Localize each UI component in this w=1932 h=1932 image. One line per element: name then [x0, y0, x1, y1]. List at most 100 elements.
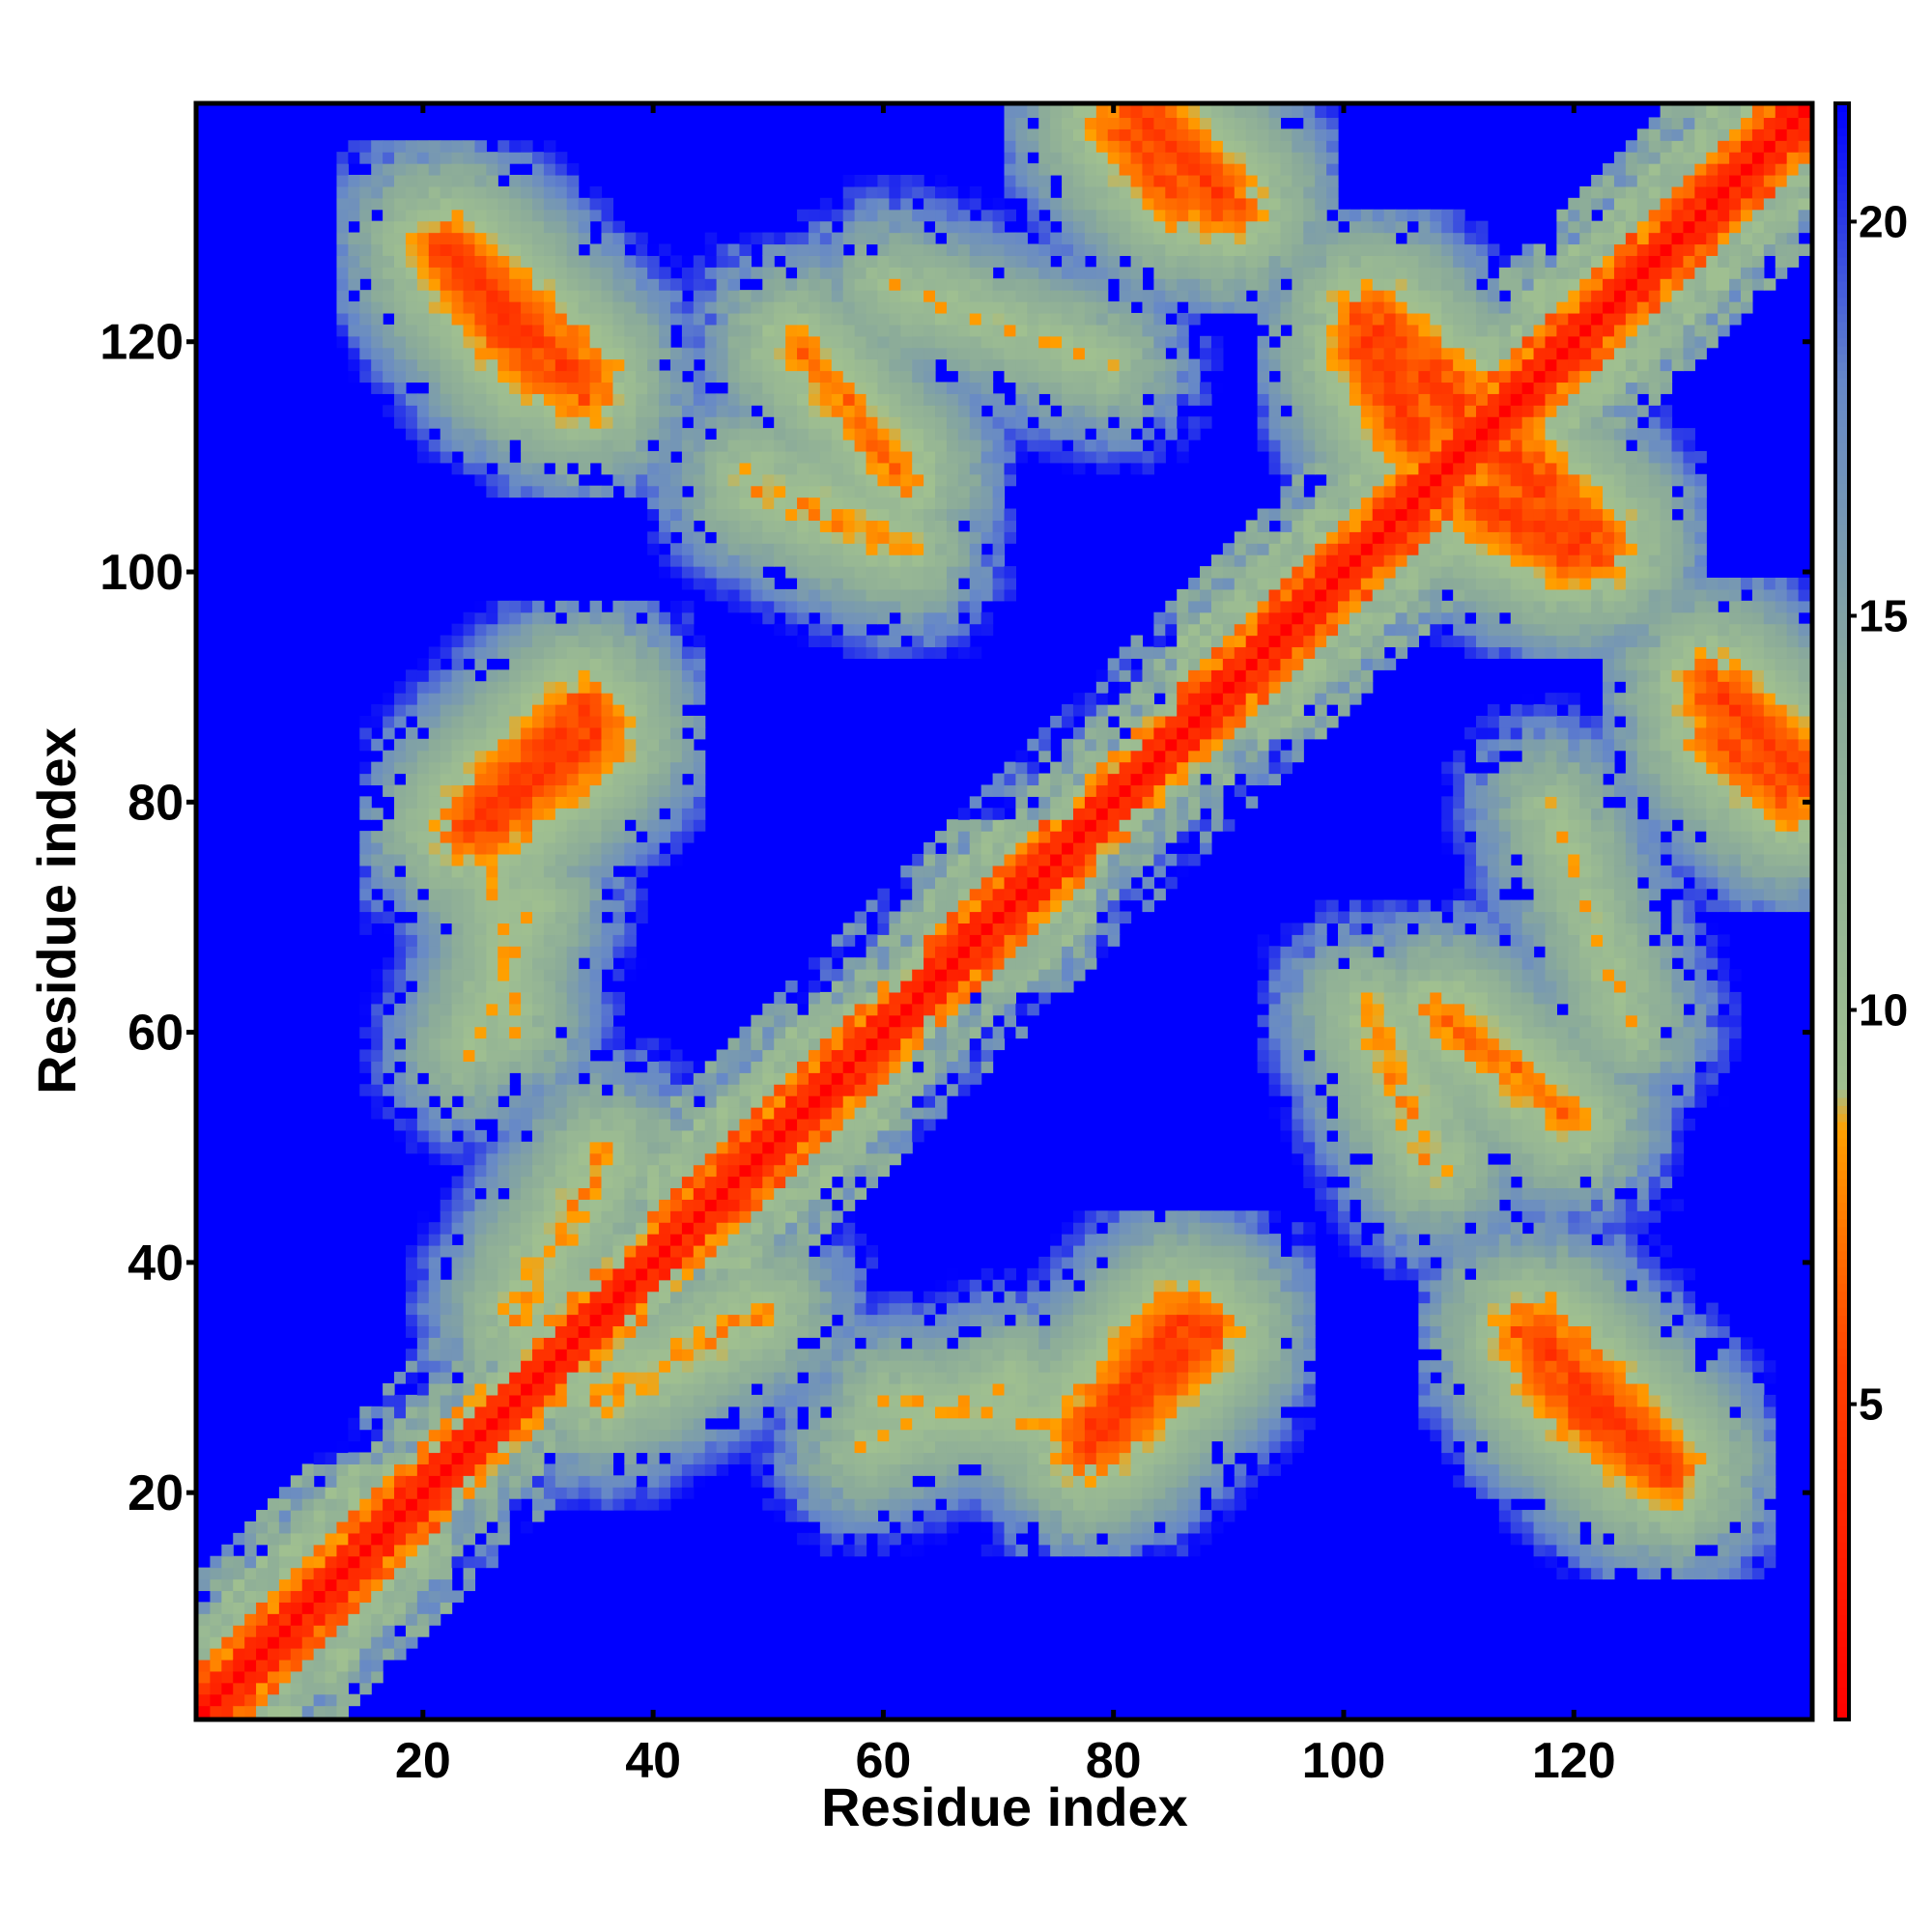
- heatmap-cell: [636, 1107, 648, 1120]
- heatmap-cell: [440, 715, 453, 728]
- heatmap-cell: [486, 428, 498, 440]
- heatmap-cell: [256, 1705, 269, 1719]
- heatmap-cell: [727, 1382, 741, 1396]
- heatmap-cell: [543, 324, 556, 337]
- heatmap-cell: [739, 1037, 752, 1051]
- heatmap-cell: [416, 163, 430, 176]
- heatmap-cell: [842, 1014, 856, 1028]
- heatmap-cell: [819, 393, 833, 406]
- heatmap-cell: [451, 370, 465, 384]
- heatmap-cell: [866, 278, 879, 291]
- heatmap-cell: [669, 681, 683, 694]
- heatmap-cell: [440, 152, 453, 164]
- heatmap-cell: [474, 1026, 487, 1039]
- heatmap-cell: [762, 1152, 775, 1166]
- heatmap-cell: [877, 416, 890, 429]
- heatmap-cell: [900, 646, 913, 659]
- heatmap-cell: [647, 738, 660, 752]
- heatmap-cell: [900, 1487, 913, 1499]
- heatmap-cell: [785, 243, 798, 256]
- heatmap-cell: [416, 1129, 430, 1143]
- heatmap-cell: [543, 761, 556, 775]
- heatmap-cell: [877, 957, 890, 970]
- heatmap-cell: [463, 1325, 476, 1338]
- heatmap-cell: [819, 324, 833, 337]
- heatmap-cell: [233, 1567, 245, 1580]
- heatmap-cell: [383, 773, 395, 786]
- heatmap-cell: [405, 1532, 418, 1546]
- heatmap-cell: [543, 1314, 556, 1327]
- heatmap-cell: [912, 428, 924, 440]
- heatmap-cell: [383, 715, 395, 728]
- heatmap-cell: [521, 738, 533, 752]
- heatmap-cell: [797, 301, 810, 314]
- heatmap-cell: [727, 462, 741, 475]
- heatmap-cell: [383, 1590, 395, 1603]
- heatmap-cell: [532, 301, 545, 314]
- heatmap-cell: [889, 520, 901, 532]
- heatmap-cell: [808, 623, 821, 637]
- heatmap-cell: [578, 278, 591, 291]
- heatmap-cell: [923, 1520, 936, 1534]
- heatmap-cell: [589, 267, 603, 279]
- heatmap-cell: [509, 1014, 522, 1028]
- heatmap-cell: [935, 991, 948, 1005]
- heatmap-cell: [313, 1578, 327, 1592]
- heatmap-cell: [589, 761, 603, 775]
- heatmap-cell: [923, 911, 936, 924]
- heatmap-cell: [612, 600, 625, 613]
- heatmap-cell: [669, 543, 683, 555]
- heatmap-cell: [554, 1095, 568, 1108]
- heatmap-cell: [669, 1187, 683, 1200]
- heatmap-cell: [877, 497, 890, 510]
- heatmap-cell: [785, 1118, 798, 1131]
- heatmap-cell: [566, 185, 580, 199]
- heatmap-cell: [416, 991, 430, 1005]
- heatmap-cell: [957, 635, 971, 648]
- heatmap-cell: [383, 243, 395, 256]
- heatmap-cell: [554, 808, 568, 820]
- heatmap-cell: [336, 290, 349, 302]
- heatmap-cell: [221, 1555, 234, 1569]
- heatmap-cell: [923, 1382, 936, 1396]
- heatmap-cell: [601, 312, 614, 326]
- heatmap-cell: [221, 1682, 234, 1695]
- heatmap-cell: [659, 278, 671, 291]
- heatmap-cell: [554, 796, 568, 809]
- heatmap-cell: [589, 1314, 603, 1327]
- heatmap-cell: [704, 232, 718, 245]
- heatmap-cell: [589, 1360, 603, 1373]
- heatmap-cell: [636, 416, 648, 429]
- heatmap-cell: [589, 450, 603, 464]
- heatmap-cell: [474, 1141, 487, 1154]
- heatmap-cell: [578, 831, 591, 843]
- heatmap-cell: [831, 934, 844, 947]
- heatmap-cell: [451, 1382, 465, 1396]
- heatmap-cell: [923, 1372, 936, 1384]
- heatmap-cell: [486, 738, 498, 752]
- heatmap-cell: [578, 1026, 591, 1039]
- heatmap-cell: [693, 543, 706, 555]
- heatmap-cell: [325, 1705, 338, 1719]
- heatmap-cell: [428, 808, 441, 820]
- heatmap-cell: [383, 1440, 395, 1454]
- heatmap-cell: [636, 1049, 648, 1062]
- heatmap-cell: [509, 934, 522, 947]
- heatmap-cell: [946, 497, 959, 510]
- heatmap-cell: [900, 462, 913, 475]
- heatmap-cell: [440, 1118, 453, 1131]
- heatmap-cell: [497, 646, 510, 659]
- heatmap-cell: [554, 635, 568, 648]
- heatmap-cell: [854, 312, 867, 326]
- heatmap-cell: [774, 1234, 786, 1246]
- heatmap-cell: [474, 946, 487, 958]
- heatmap-cell: [693, 669, 706, 682]
- heatmap-cell: [451, 1118, 465, 1131]
- heatmap-cell: [612, 669, 625, 682]
- heatmap-cell: [509, 842, 522, 855]
- heatmap-cell: [566, 658, 580, 670]
- heatmap-cell: [509, 784, 522, 797]
- heatmap-cell: [912, 1014, 924, 1028]
- heatmap-cell: [497, 197, 510, 211]
- heatmap-cell: [497, 681, 510, 694]
